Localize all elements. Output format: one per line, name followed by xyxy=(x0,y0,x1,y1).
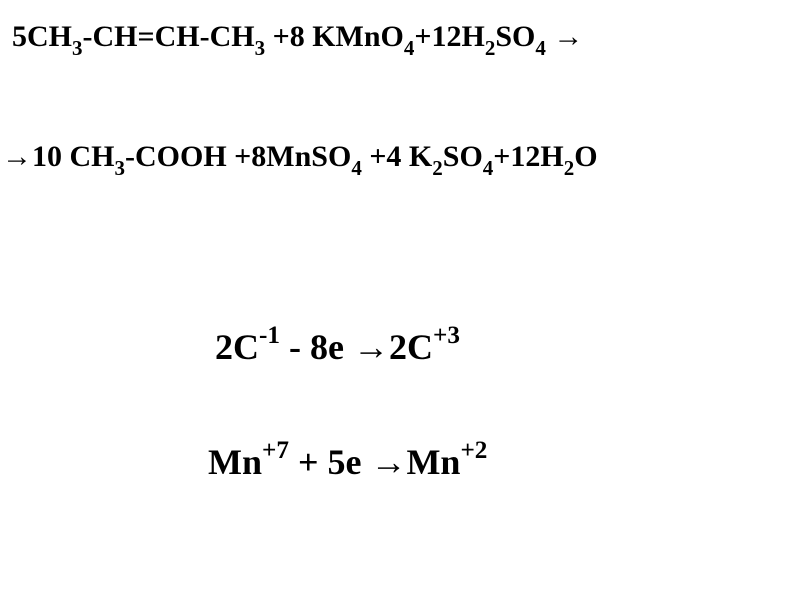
superscript: +7 xyxy=(262,437,289,464)
plus: + xyxy=(362,140,387,173)
formula: -COOH xyxy=(125,140,234,173)
coeff: 5 xyxy=(12,20,27,53)
subscript: 2 xyxy=(485,36,496,60)
subscript: 2 xyxy=(564,156,575,180)
formula: -CH=CH-CH xyxy=(83,20,255,53)
subscript: 4 xyxy=(404,36,415,60)
reduction-half-reaction: Mn+7 + 5e →Mn+2 xyxy=(208,440,487,483)
plus: + xyxy=(414,20,431,53)
formula: MnSO xyxy=(266,140,351,173)
element: Mn xyxy=(406,442,460,482)
element: Mn xyxy=(208,442,262,482)
arrow-icon: → xyxy=(546,20,584,53)
oxidation-half-reaction: 2C-1 - 8e →2C+3 xyxy=(215,325,460,368)
electrons: 8e xyxy=(310,327,353,367)
plus: + xyxy=(493,140,510,173)
coeff: 8 xyxy=(290,20,305,53)
formula: CH xyxy=(27,20,72,53)
plus: + xyxy=(265,20,290,53)
coeff: 2 xyxy=(215,327,233,367)
reactants-line: 5CH3-CH=CH-CH3 +8 KMnO4+12H2SO4 → xyxy=(12,20,583,59)
coeff: 12 xyxy=(510,140,540,173)
formula: H xyxy=(540,140,563,173)
arrow-icon: → xyxy=(353,327,389,367)
formula: O xyxy=(574,140,597,173)
element: C xyxy=(407,327,433,367)
subscript: 2 xyxy=(432,156,443,180)
subscript: 3 xyxy=(255,36,266,60)
arrow-icon: → xyxy=(2,140,32,173)
superscript: +3 xyxy=(433,322,460,349)
subscript: 4 xyxy=(535,36,546,60)
subscript: 4 xyxy=(483,156,494,180)
coeff: 8 xyxy=(251,140,266,173)
element: C xyxy=(233,327,259,367)
coeff: 10 xyxy=(32,140,62,173)
coeff: 2 xyxy=(389,327,407,367)
subscript: 3 xyxy=(115,156,126,180)
coeff: 12 xyxy=(431,20,461,53)
minus: - xyxy=(280,327,310,367)
formula: SO xyxy=(443,140,483,173)
products-line: →10 CH3-COOH +8MnSO4 +4 K2SO4+12H2O xyxy=(2,140,598,179)
superscript: -1 xyxy=(259,322,280,349)
formula: CH xyxy=(62,140,115,173)
formula: H xyxy=(461,20,484,53)
formula: KMnO xyxy=(305,20,404,53)
superscript: +2 xyxy=(460,437,487,464)
subscript: 3 xyxy=(72,36,83,60)
electrons: 5e xyxy=(327,442,370,482)
plus: + xyxy=(234,140,251,173)
subscript: 4 xyxy=(351,156,362,180)
plus: + xyxy=(289,442,328,482)
formula: SO xyxy=(495,20,535,53)
formula: K xyxy=(401,140,432,173)
coeff: 4 xyxy=(386,140,401,173)
arrow-icon: → xyxy=(370,442,406,482)
